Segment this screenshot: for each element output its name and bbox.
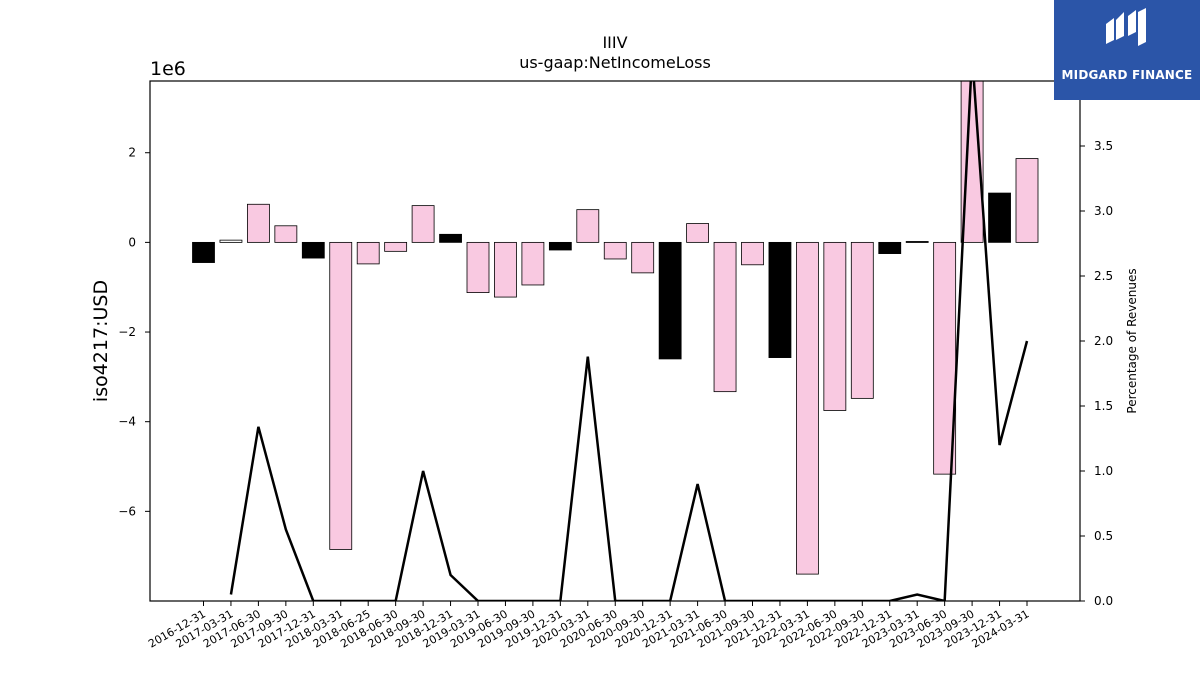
- bar: [301, 241, 325, 259]
- bar: [466, 241, 490, 293]
- bar: [741, 241, 764, 266]
- chart-subtitle: us-gaap:NetIncomeLoss: [519, 53, 711, 72]
- bar: [329, 241, 353, 550]
- bar: [219, 239, 243, 243]
- bar: [850, 241, 874, 399]
- bar: [1015, 158, 1039, 243]
- bar: [796, 241, 819, 575]
- bar: [658, 241, 682, 360]
- bar: [192, 241, 215, 263]
- bar: [274, 225, 298, 243]
- bar: [988, 192, 1011, 243]
- bar: [686, 223, 709, 243]
- bar: [494, 241, 517, 298]
- y-offset-label: 1e6: [150, 58, 186, 80]
- bar: [768, 241, 792, 358]
- logo-mark-icon: [1106, 8, 1146, 46]
- bar: [576, 209, 600, 243]
- y-tick-label: −2: [118, 325, 136, 339]
- y2-tick-label: 3.0: [1094, 204, 1113, 218]
- y-tick-label: 2: [128, 146, 136, 160]
- bar: [384, 241, 408, 252]
- logo-text: MIDGARD FINANCE: [1061, 68, 1193, 82]
- plot-area: [192, 81, 1039, 601]
- series-line: [229, 81, 1029, 601]
- bar: [548, 241, 572, 251]
- bar: [905, 241, 929, 243]
- bar: [521, 241, 545, 286]
- bar: [878, 241, 902, 254]
- y2-tick-label: 2.5: [1094, 269, 1113, 283]
- chart-title: IIIV: [602, 33, 627, 52]
- y-axis-label: iso4217:USD: [90, 280, 112, 402]
- bar: [713, 241, 737, 393]
- y-tick-label: 0: [128, 235, 136, 249]
- y2-tick-label: 0.5: [1094, 529, 1113, 543]
- bar: [603, 241, 627, 260]
- bar: [356, 241, 380, 265]
- bar: [246, 203, 270, 243]
- y2-tick-label: 2.0: [1094, 334, 1113, 348]
- bar: [823, 241, 847, 411]
- bar: [411, 205, 435, 243]
- bar: [631, 241, 655, 274]
- midgard-finance-logo: MIDGARD FINANCE: [1054, 0, 1200, 100]
- y2-tick-label: 1.0: [1094, 464, 1113, 478]
- y2-tick-label: 0.0: [1094, 594, 1113, 608]
- y-tick-label: −4: [118, 415, 136, 429]
- y-tick-label: −6: [118, 504, 136, 518]
- y2-axis-label: Percentage of Revenues: [1125, 268, 1139, 413]
- bar: [439, 233, 462, 243]
- y2-tick-label: 3.5: [1094, 139, 1113, 153]
- y2-tick-label: 1.5: [1094, 399, 1113, 413]
